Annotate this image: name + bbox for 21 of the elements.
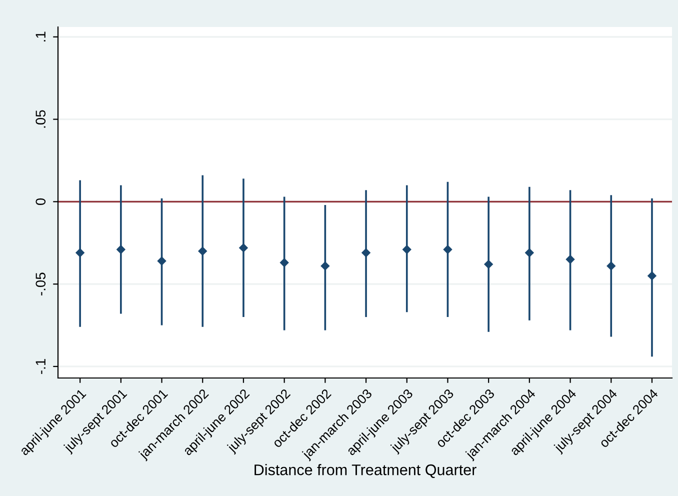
point (566, 254, 575, 264)
y-tick-label: -.1 (36, 359, 46, 374)
y-tick-label: .05 (36, 110, 46, 128)
point (320, 261, 330, 271)
point (402, 244, 412, 254)
point (443, 244, 452, 254)
point (361, 248, 371, 258)
y-tick-label: 0 (36, 198, 46, 205)
point (606, 261, 616, 271)
point (647, 271, 657, 280)
point (280, 258, 289, 268)
y-tick-label: -.05 (36, 272, 46, 296)
point (116, 244, 126, 254)
point (524, 248, 534, 258)
x-axis-title: Distance from Treatment Quarter (254, 464, 476, 478)
y-tick-label: .1 (36, 32, 46, 42)
point (484, 260, 494, 269)
point (75, 248, 85, 258)
point (198, 246, 208, 256)
point (157, 256, 166, 266)
point (238, 243, 248, 252)
